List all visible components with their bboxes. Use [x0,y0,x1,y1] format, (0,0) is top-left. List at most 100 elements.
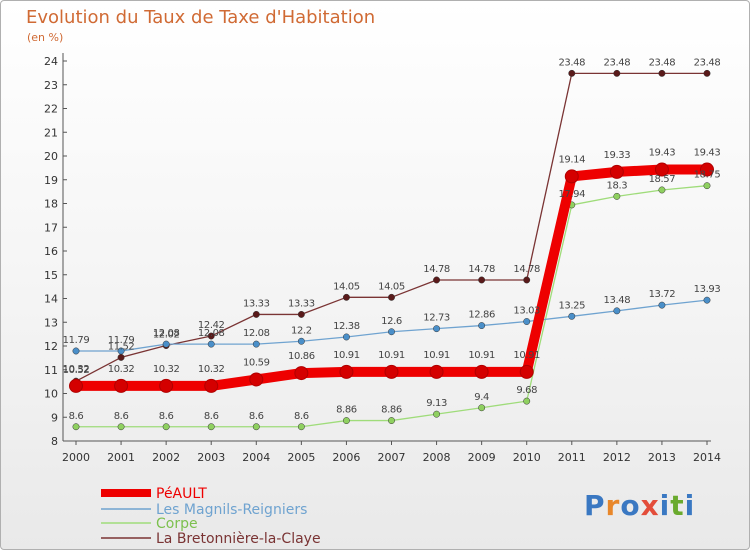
data-label: 10.91 [423,350,450,361]
data-label: 18.3 [607,180,628,191]
y-axis-unit-label: (en %) [27,31,64,44]
data-label: 11.79 [108,335,135,346]
data-label: 14.78 [468,264,495,275]
y-tick-label: 16 [44,245,58,258]
data-label: 13.33 [288,298,315,309]
data-point [69,378,83,393]
data-label: 10.52 [63,365,90,376]
data-label: 12.42 [198,320,225,331]
x-tick-label: 2008 [423,451,451,464]
data-label: 12.08 [198,328,225,339]
data-point [658,301,666,309]
data-label: 10.32 [63,364,90,375]
data-point [658,69,666,77]
y-tick-label: 18 [44,198,58,211]
data-point [159,378,174,393]
data-point [613,192,621,200]
x-tick-label: 2001 [107,451,135,464]
data-label: 10.91 [333,350,360,361]
data-point [700,162,714,177]
data-label: 8.6 [294,411,309,422]
x-tick-label: 2003 [197,451,225,464]
x-tick-label: 2009 [468,451,496,464]
x-tick-label: 2013 [648,451,676,464]
data-point [568,312,576,320]
y-tick-label: 12 [44,340,58,353]
y-tick-label: 19 [44,174,58,187]
data-point [252,423,260,431]
data-point [564,169,579,184]
data-label: 8.6 [159,411,174,422]
data-label: 10.32 [153,364,180,375]
data-point [297,423,305,431]
data-point [478,322,486,330]
data-point [249,372,264,387]
data-point [703,69,711,77]
data-label: 12.08 [153,328,180,339]
data-label: 8.6 [69,411,84,422]
data-label: 8.6 [114,411,129,422]
y-tick-label: 24 [44,55,58,68]
legend-label-2: Corpe [156,516,198,532]
data-point [114,378,129,393]
data-point [523,318,531,325]
data-label: 14.78 [513,264,540,275]
data-point [519,364,534,379]
data-point [433,276,441,284]
data-label: 12.38 [333,321,360,332]
x-tick-label: 2011 [558,451,586,464]
data-point [384,364,399,379]
data-point [252,310,260,318]
data-label: 23.48 [604,57,631,68]
data-label: 14.05 [333,281,360,292]
data-point [207,423,215,431]
data-label: 13.03 [513,306,540,317]
data-label: 10.91 [468,350,495,361]
y-tick-label: 11 [44,364,58,377]
data-label: 23.48 [694,57,721,68]
data-label: 8.86 [381,405,402,416]
data-point [342,333,350,341]
legend-label-1: Les Magnils-Reigniers [156,502,307,518]
x-tick-label: 2014 [693,451,721,464]
y-tick-label: 13 [44,316,58,329]
x-tick-label: 2002 [152,451,180,464]
data-point [204,378,219,393]
data-label: 19.43 [694,148,721,159]
data-label: 10.91 [378,350,405,361]
data-point [339,364,354,379]
data-label: 9.4 [474,392,489,403]
data-label: 8.6 [204,411,219,422]
data-label: 10.32 [198,364,225,375]
data-point [609,164,624,179]
data-label: 13.48 [604,295,631,306]
data-label: 23.48 [649,57,676,68]
data-label: 14.05 [378,281,405,292]
data-label: 14.78 [423,264,450,275]
data-label: 12.02 [153,330,180,341]
data-label: 13.93 [694,284,721,295]
data-point [478,404,486,412]
data-point [658,186,666,194]
x-tick-label: 2005 [287,451,315,464]
y-tick-label: 10 [44,388,58,401]
data-point [342,293,350,301]
data-label: 18.75 [694,170,721,181]
data-point [523,397,531,405]
data-point [703,296,711,304]
data-point [433,410,441,418]
data-point [388,328,395,336]
data-point [117,353,125,361]
y-tick-label: 20 [44,150,58,163]
x-tick-label: 2007 [378,451,406,464]
data-point [117,347,125,355]
data-label: 11.79 [63,335,90,346]
data-point [72,347,80,355]
data-point [613,307,621,315]
data-point [474,364,489,379]
data-point [433,325,441,333]
legend-label-3: La Bretonnière-la-Claye [156,531,321,547]
data-point [429,364,444,379]
data-point [207,340,215,348]
